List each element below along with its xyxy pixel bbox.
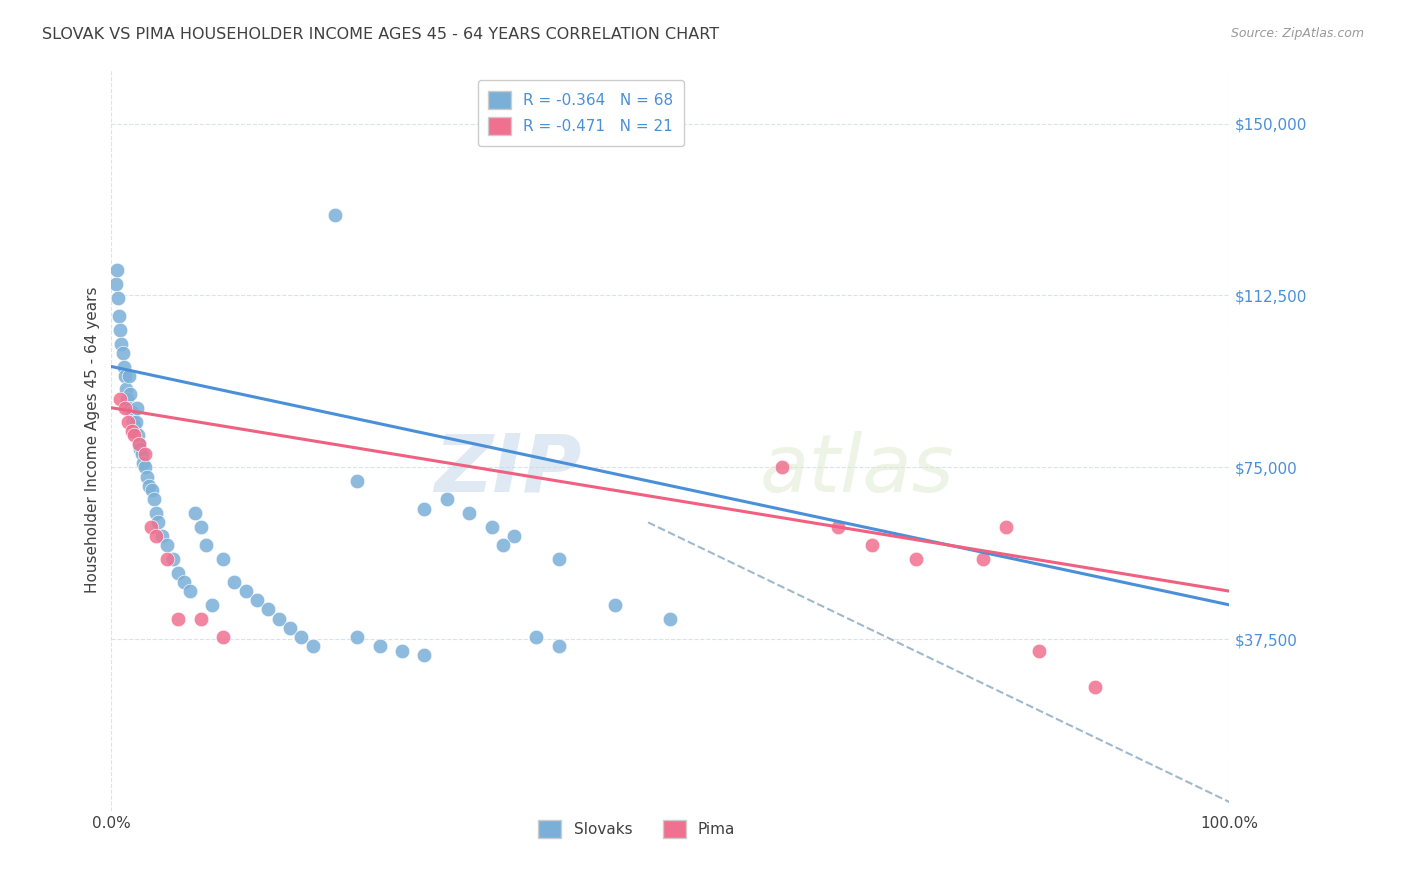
Point xyxy=(104,277,127,291)
Point xyxy=(121,405,143,419)
Point xyxy=(246,593,269,607)
Point xyxy=(110,336,132,351)
Point xyxy=(134,460,156,475)
Point xyxy=(301,639,323,653)
Point xyxy=(524,630,547,644)
Point xyxy=(150,529,173,543)
Point xyxy=(134,447,156,461)
Point xyxy=(138,479,160,493)
Point xyxy=(118,368,141,383)
Point xyxy=(994,520,1017,534)
Point xyxy=(114,401,136,415)
Point xyxy=(148,516,170,530)
Point xyxy=(278,621,301,635)
Text: SLOVAK VS PIMA HOUSEHOLDER INCOME AGES 45 - 64 YEARS CORRELATION CHART: SLOVAK VS PIMA HOUSEHOLDER INCOME AGES 4… xyxy=(42,27,720,42)
Point xyxy=(547,552,569,566)
Point xyxy=(184,506,207,520)
Point xyxy=(201,598,224,612)
Point xyxy=(142,492,165,507)
Point xyxy=(125,415,148,429)
Point xyxy=(156,552,179,566)
Point xyxy=(905,552,928,566)
Point xyxy=(257,602,280,616)
Point xyxy=(167,612,190,626)
Point xyxy=(492,538,515,552)
Legend: Slovaks, Pima: Slovaks, Pima xyxy=(533,814,741,845)
Point xyxy=(141,483,163,498)
Point xyxy=(156,538,179,552)
Point xyxy=(132,456,155,470)
Point xyxy=(117,415,139,429)
Point xyxy=(413,648,436,663)
Point xyxy=(481,520,503,534)
Point xyxy=(129,442,152,456)
Point xyxy=(117,401,139,415)
Point xyxy=(603,598,626,612)
Point xyxy=(124,424,146,438)
Point xyxy=(368,639,391,653)
Point xyxy=(770,460,793,475)
Point xyxy=(120,387,142,401)
Point xyxy=(179,584,201,599)
Point xyxy=(502,529,524,543)
Point xyxy=(346,474,368,488)
Point xyxy=(115,392,138,406)
Point xyxy=(111,345,134,359)
Point xyxy=(121,415,143,429)
Point xyxy=(121,424,143,438)
Point xyxy=(110,392,132,406)
Point xyxy=(108,309,131,323)
Point xyxy=(128,437,150,451)
Point xyxy=(115,383,138,397)
Point xyxy=(136,469,159,483)
Point xyxy=(122,428,145,442)
Text: Source: ZipAtlas.com: Source: ZipAtlas.com xyxy=(1230,27,1364,40)
Point xyxy=(195,538,218,552)
Point xyxy=(659,612,682,626)
Point xyxy=(127,401,149,415)
Point xyxy=(139,520,162,534)
Point xyxy=(1028,644,1050,658)
Point xyxy=(1084,681,1107,695)
Point xyxy=(212,630,235,644)
Point xyxy=(972,552,994,566)
Point xyxy=(290,630,312,644)
Point xyxy=(112,359,135,374)
Point xyxy=(173,574,195,589)
Point xyxy=(107,291,129,305)
Point xyxy=(167,566,190,580)
Point xyxy=(547,639,569,653)
Point xyxy=(224,574,246,589)
Point xyxy=(114,368,136,383)
Point xyxy=(110,323,132,337)
Point xyxy=(105,263,128,277)
Point xyxy=(145,529,167,543)
Y-axis label: Householder Income Ages 45 - 64 years: Householder Income Ages 45 - 64 years xyxy=(86,286,100,593)
Point xyxy=(436,492,458,507)
Point xyxy=(190,612,212,626)
Point xyxy=(458,506,481,520)
Point xyxy=(127,428,149,442)
Point xyxy=(860,538,883,552)
Text: atlas: atlas xyxy=(759,431,955,508)
Point xyxy=(323,208,346,222)
Point xyxy=(128,437,150,451)
Point xyxy=(346,630,368,644)
Point xyxy=(131,447,153,461)
Point xyxy=(827,520,849,534)
Point xyxy=(269,612,291,626)
Point xyxy=(235,584,257,599)
Point xyxy=(122,419,145,434)
Text: ZIP: ZIP xyxy=(433,431,581,508)
Point xyxy=(413,501,436,516)
Point xyxy=(391,644,413,658)
Point xyxy=(212,552,235,566)
Point xyxy=(145,506,167,520)
Point xyxy=(162,552,184,566)
Point xyxy=(190,520,212,534)
